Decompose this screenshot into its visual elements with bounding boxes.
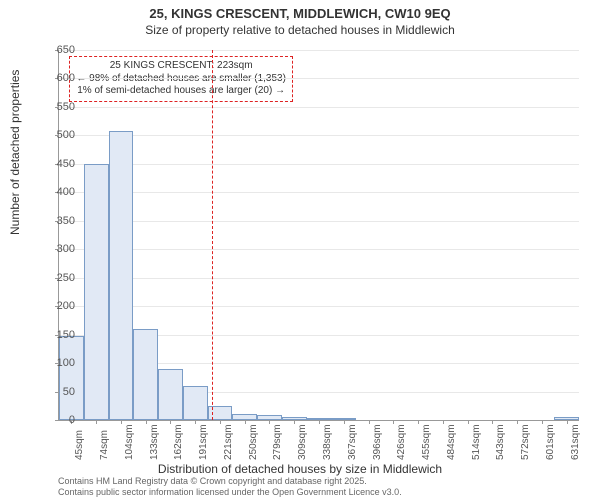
xtick-label: 279sqm (272, 424, 283, 460)
gridline (59, 306, 579, 307)
ytick-label: 650 (45, 44, 75, 56)
chart-title: 25, KINGS CRESCENT, MIDDLEWICH, CW10 9EQ (0, 0, 600, 23)
gridline (59, 50, 579, 51)
xtick-mark (269, 420, 270, 424)
ytick-label: 550 (45, 101, 75, 113)
ytick-label: 600 (45, 72, 75, 84)
gridline (59, 78, 579, 79)
ytick-label: 350 (45, 215, 75, 227)
histogram-bar (109, 131, 134, 420)
xtick-label: 338sqm (322, 424, 333, 460)
xtick-label: 250sqm (248, 424, 259, 460)
marker-line (212, 50, 213, 420)
xtick-mark (344, 420, 345, 424)
histogram-bar (208, 406, 233, 420)
annotation-line3: 1% of semi-detached houses are larger (2… (76, 85, 286, 98)
xtick-label: 162sqm (173, 424, 184, 460)
xtick-mark (319, 420, 320, 424)
xtick-mark (542, 420, 543, 424)
xtick-mark (492, 420, 493, 424)
xtick-mark (195, 420, 196, 424)
xtick-mark (96, 420, 97, 424)
ytick-label: 250 (45, 272, 75, 284)
histogram-bar (84, 164, 109, 420)
gridline (59, 221, 579, 222)
xtick-mark (121, 420, 122, 424)
xtick-label: 396sqm (372, 424, 383, 460)
gridline (59, 107, 579, 108)
footer-line2: Contains public sector information licen… (58, 487, 402, 498)
xtick-label: 543sqm (495, 424, 506, 460)
footer: Contains HM Land Registry data © Crown c… (58, 476, 402, 498)
chart-subtitle: Size of property relative to detached ho… (0, 23, 600, 39)
xtick-mark (220, 420, 221, 424)
xtick-mark (418, 420, 419, 424)
histogram-bar (183, 386, 208, 420)
xtick-mark (393, 420, 394, 424)
gridline (59, 164, 579, 165)
gridline (59, 249, 579, 250)
xtick-mark (468, 420, 469, 424)
xtick-mark (294, 420, 295, 424)
annotation-line1: 25 KINGS CRESCENT: 223sqm (76, 60, 286, 73)
footer-line1: Contains HM Land Registry data © Crown c… (58, 476, 402, 487)
xtick-mark (245, 420, 246, 424)
xtick-label: 191sqm (198, 424, 209, 460)
x-axis-label: Distribution of detached houses by size … (0, 462, 600, 476)
xtick-label: 631sqm (570, 424, 581, 460)
xtick-label: 74sqm (99, 430, 110, 460)
plot-area: 25 KINGS CRESCENT: 223sqm ← 98% of detac… (58, 50, 579, 421)
xtick-label: 455sqm (421, 424, 432, 460)
xtick-mark (146, 420, 147, 424)
xtick-label: 484sqm (446, 424, 457, 460)
ytick-label: 400 (45, 186, 75, 198)
ytick-label: 150 (45, 329, 75, 341)
ytick-label: 50 (45, 386, 75, 398)
ytick-label: 100 (45, 357, 75, 369)
xtick-label: 601sqm (545, 424, 556, 460)
xtick-mark (170, 420, 171, 424)
xtick-label: 104sqm (124, 424, 135, 460)
xtick-mark (369, 420, 370, 424)
xtick-label: 45sqm (74, 430, 85, 460)
xtick-mark (567, 420, 568, 424)
histogram-bar (158, 369, 183, 420)
ytick-label: 0 (45, 414, 75, 426)
xtick-mark (517, 420, 518, 424)
gridline (59, 278, 579, 279)
histogram-bar (133, 329, 158, 420)
xtick-mark (443, 420, 444, 424)
xtick-label: 367sqm (347, 424, 358, 460)
xtick-label: 426sqm (396, 424, 407, 460)
xtick-label: 572sqm (520, 424, 531, 460)
histogram-bar (59, 336, 84, 420)
y-axis-label: Number of detached properties (8, 70, 22, 235)
xtick-label: 221sqm (223, 424, 234, 460)
ytick-label: 500 (45, 129, 75, 141)
ytick-label: 450 (45, 158, 75, 170)
gridline (59, 135, 579, 136)
xtick-label: 133sqm (149, 424, 160, 460)
chart-container: 25, KINGS CRESCENT, MIDDLEWICH, CW10 9EQ… (0, 0, 600, 500)
xtick-label: 309sqm (297, 424, 308, 460)
ytick-label: 300 (45, 243, 75, 255)
xtick-label: 514sqm (471, 424, 482, 460)
gridline (59, 192, 579, 193)
ytick-label: 200 (45, 300, 75, 312)
